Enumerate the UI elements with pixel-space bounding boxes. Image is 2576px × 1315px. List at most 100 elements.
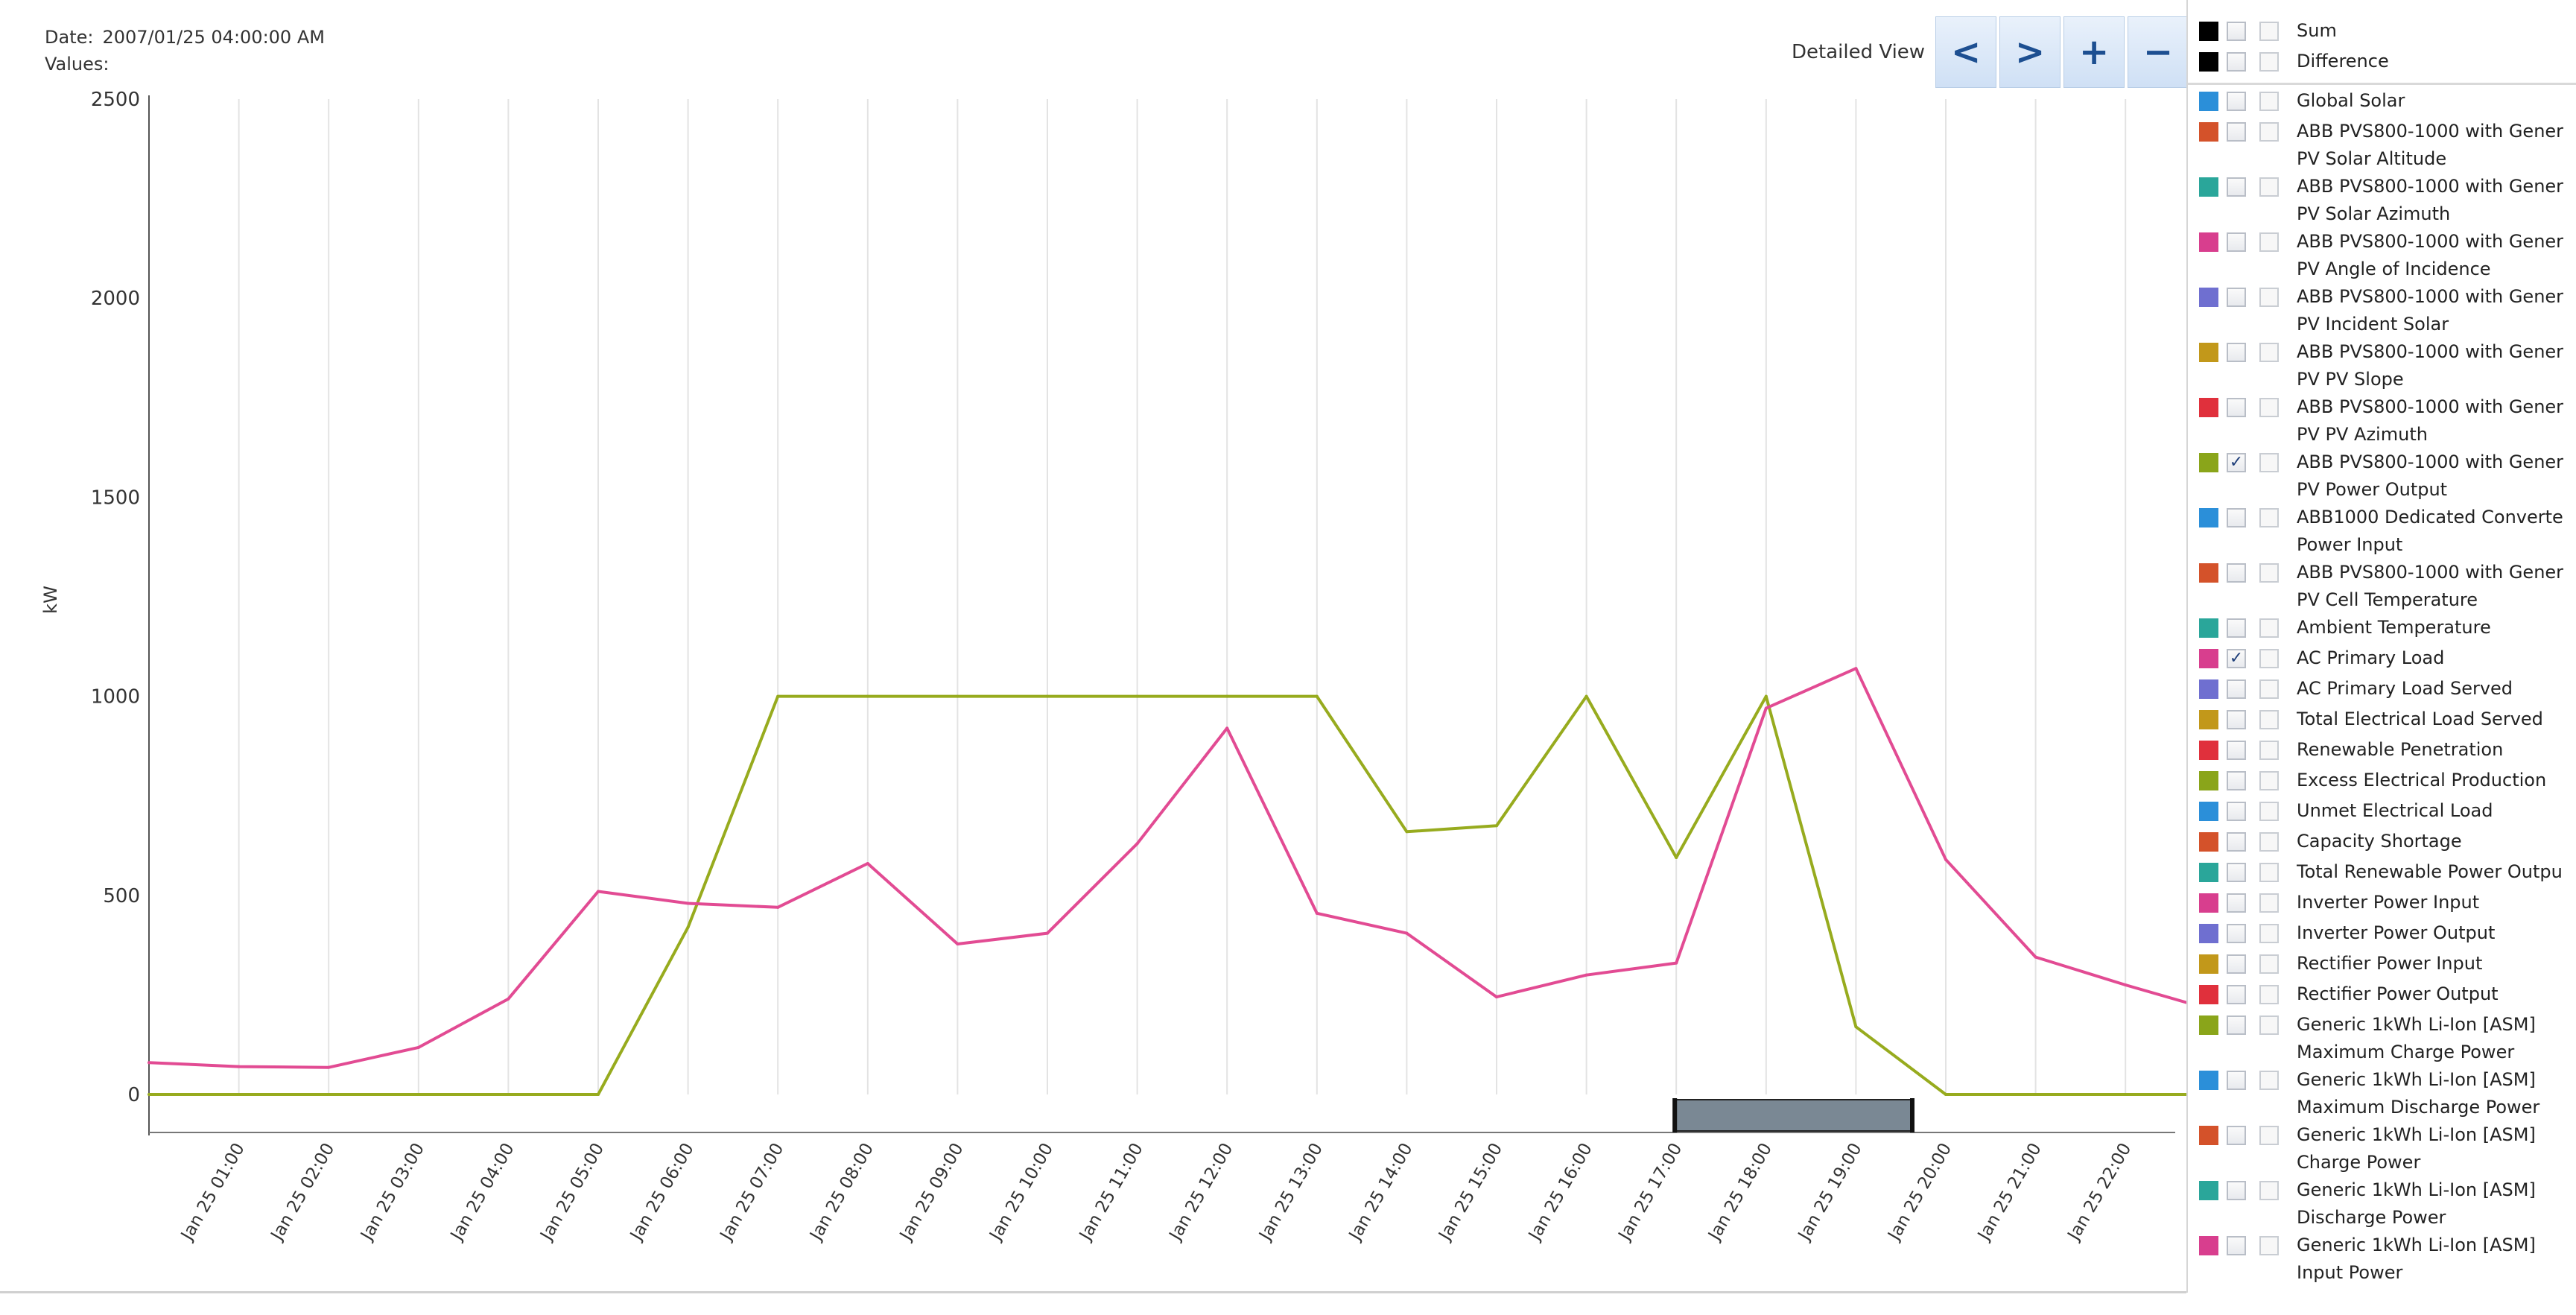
series-secondary-checkbox[interactable]: [2259, 710, 2279, 729]
series-visible-checkbox[interactable]: [2227, 1236, 2246, 1255]
legend-item[interactable]: Generic 1kWh Li-Ion [ASM] Charge Power: [2188, 1124, 2576, 1179]
legend-item[interactable]: Sum: [2188, 20, 2576, 51]
legend-item[interactable]: ABB PVS800-1000 with Gener PV PV Azimuth: [2188, 396, 2576, 451]
series-visible-checkbox[interactable]: [2227, 771, 2246, 790]
series-secondary-checkbox[interactable]: [2259, 343, 2279, 362]
series-secondary-checkbox[interactable]: [2259, 563, 2279, 583]
series-visible-checkbox[interactable]: ✓: [2227, 649, 2246, 668]
series-visible-checkbox[interactable]: [2227, 710, 2246, 729]
series-visible-checkbox[interactable]: [2227, 618, 2246, 638]
series-secondary-checkbox[interactable]: [2259, 741, 2279, 760]
next-button[interactable]: >: [1999, 16, 2061, 88]
legend-item[interactable]: Total Renewable Power Outpu: [2188, 861, 2576, 892]
series-secondary-checkbox[interactable]: [2259, 924, 2279, 943]
series-secondary-checkbox[interactable]: [2259, 1071, 2279, 1090]
series-secondary-checkbox[interactable]: [2259, 508, 2279, 527]
legend-item[interactable]: Generic 1kWh Li-Ion [ASM] Input Power: [2188, 1235, 2576, 1290]
series-visible-checkbox[interactable]: [2227, 741, 2246, 760]
legend-item[interactable]: Unmet Electrical Load: [2188, 800, 2576, 831]
series-secondary-checkbox[interactable]: [2259, 453, 2279, 472]
series-visible-checkbox[interactable]: [2227, 343, 2246, 362]
range-scrollbar-thumb[interactable]: [1673, 1099, 1914, 1132]
series-visible-checkbox[interactable]: [2227, 679, 2246, 699]
series-secondary-checkbox[interactable]: [2259, 863, 2279, 882]
legend-item[interactable]: Global Solar: [2188, 90, 2576, 121]
series-visible-checkbox[interactable]: [2227, 863, 2246, 882]
series-secondary-checkbox[interactable]: [2259, 52, 2279, 72]
series-secondary-checkbox[interactable]: [2259, 177, 2279, 197]
series-visible-checkbox[interactable]: [2227, 177, 2246, 197]
legend-item[interactable]: Difference: [2188, 51, 2576, 81]
series-secondary-checkbox[interactable]: [2259, 649, 2279, 668]
series-visible-checkbox[interactable]: [2227, 508, 2246, 527]
legend-item[interactable]: ✓ ABB PVS800-1000 with Gener PV Power Outp…: [2188, 451, 2576, 507]
series-secondary-checkbox[interactable]: [2259, 1015, 2279, 1035]
series-visible-checkbox[interactable]: [2227, 398, 2246, 417]
series-secondary-checkbox[interactable]: [2259, 679, 2279, 699]
legend-item-label: Capacity Shortage: [2297, 828, 2576, 855]
previous-button[interactable]: <: [1935, 16, 1997, 88]
legend-item[interactable]: Inverter Power Input: [2188, 892, 2576, 922]
zoom-in-button[interactable]: +: [2063, 16, 2125, 88]
series-visible-checkbox[interactable]: [2227, 802, 2246, 821]
series-visible-checkbox[interactable]: [2227, 832, 2246, 852]
series-secondary-checkbox[interactable]: [2259, 832, 2279, 852]
legend-item[interactable]: Capacity Shortage: [2188, 831, 2576, 861]
series-visible-checkbox[interactable]: ✓: [2227, 453, 2246, 472]
series-visible-checkbox[interactable]: [2227, 924, 2246, 943]
series-visible-checkbox[interactable]: [2227, 954, 2246, 974]
legend-item[interactable]: Rectifier Power Output: [2188, 983, 2576, 1014]
legend-item[interactable]: ABB PVS800-1000 with Gener PV Incident So…: [2188, 286, 2576, 341]
series-visible-checkbox[interactable]: [2227, 1071, 2246, 1090]
series-secondary-checkbox[interactable]: [2259, 893, 2279, 913]
series-secondary-checkbox[interactable]: [2259, 1236, 2279, 1255]
zoom-out-button[interactable]: −: [2128, 16, 2189, 88]
legend-item[interactable]: ABB PVS800-1000 with Gener PV PV Slope: [2188, 341, 2576, 396]
series-visible-checkbox[interactable]: [2227, 1126, 2246, 1145]
legend-item[interactable]: Generic 1kWh Li-Ion [ASM] Discharge Power: [2188, 1179, 2576, 1235]
series-line-1: [149, 694, 2186, 1096]
range-handle-left[interactable]: [1672, 1098, 1678, 1132]
series-visible-checkbox[interactable]: [2227, 52, 2246, 72]
legend-item[interactable]: ✓ AC Primary Load: [2188, 647, 2576, 678]
series-secondary-checkbox[interactable]: [2259, 802, 2279, 821]
legend-item[interactable]: Ambient Temperature: [2188, 617, 2576, 647]
series-visible-checkbox[interactable]: [2227, 288, 2246, 307]
series-secondary-checkbox[interactable]: [2259, 1181, 2279, 1200]
legend-item[interactable]: ABB PVS800-1000 with Gener PV Solar Altit…: [2188, 121, 2576, 176]
series-secondary-checkbox[interactable]: [2259, 954, 2279, 974]
legend-item[interactable]: Rectifier Power Input: [2188, 953, 2576, 983]
series-visible-checkbox[interactable]: [2227, 1015, 2246, 1035]
series-visible-checkbox[interactable]: [2227, 985, 2246, 1004]
series-secondary-checkbox[interactable]: [2259, 92, 2279, 111]
series-visible-checkbox[interactable]: [2227, 893, 2246, 913]
series-visible-checkbox[interactable]: [2227, 232, 2246, 252]
series-visible-checkbox[interactable]: [2227, 92, 2246, 111]
series-secondary-checkbox[interactable]: [2259, 1126, 2279, 1145]
series-secondary-checkbox[interactable]: [2259, 232, 2279, 252]
legend-item[interactable]: ABB PVS800-1000 with Gener PV Cell Temper…: [2188, 562, 2576, 617]
legend-item[interactable]: Renewable Penetration: [2188, 739, 2576, 770]
legend-item[interactable]: AC Primary Load Served: [2188, 678, 2576, 709]
series-secondary-checkbox[interactable]: [2259, 398, 2279, 417]
series-secondary-checkbox[interactable]: [2259, 288, 2279, 307]
range-handle-right[interactable]: [1910, 1098, 1914, 1132]
series-visible-checkbox[interactable]: [2227, 563, 2246, 583]
legend-item[interactable]: Inverter Power Output: [2188, 922, 2576, 953]
legend-label-line: Renewable Penetration: [2297, 739, 2504, 760]
series-secondary-checkbox[interactable]: [2259, 122, 2279, 142]
legend-item[interactable]: Excess Electrical Production: [2188, 770, 2576, 800]
series-visible-checkbox[interactable]: [2227, 1181, 2246, 1200]
legend-item[interactable]: ABB PVS800-1000 with Gener PV Solar Azimu…: [2188, 176, 2576, 231]
series-secondary-checkbox[interactable]: [2259, 618, 2279, 638]
legend-item[interactable]: ABB1000 Dedicated Converte Power Input: [2188, 507, 2576, 562]
legend-item[interactable]: ABB PVS800-1000 with Gener PV Angle of In…: [2188, 231, 2576, 286]
series-secondary-checkbox[interactable]: [2259, 22, 2279, 41]
series-visible-checkbox[interactable]: [2227, 22, 2246, 41]
series-secondary-checkbox[interactable]: [2259, 771, 2279, 790]
legend-item[interactable]: Total Electrical Load Served: [2188, 709, 2576, 739]
legend-item[interactable]: Generic 1kWh Li-Ion [ASM] Maximum Dischar…: [2188, 1069, 2576, 1124]
legend-item[interactable]: Generic 1kWh Li-Ion [ASM] Maximum Charge …: [2188, 1014, 2576, 1069]
series-visible-checkbox[interactable]: [2227, 122, 2246, 142]
series-secondary-checkbox[interactable]: [2259, 985, 2279, 1004]
